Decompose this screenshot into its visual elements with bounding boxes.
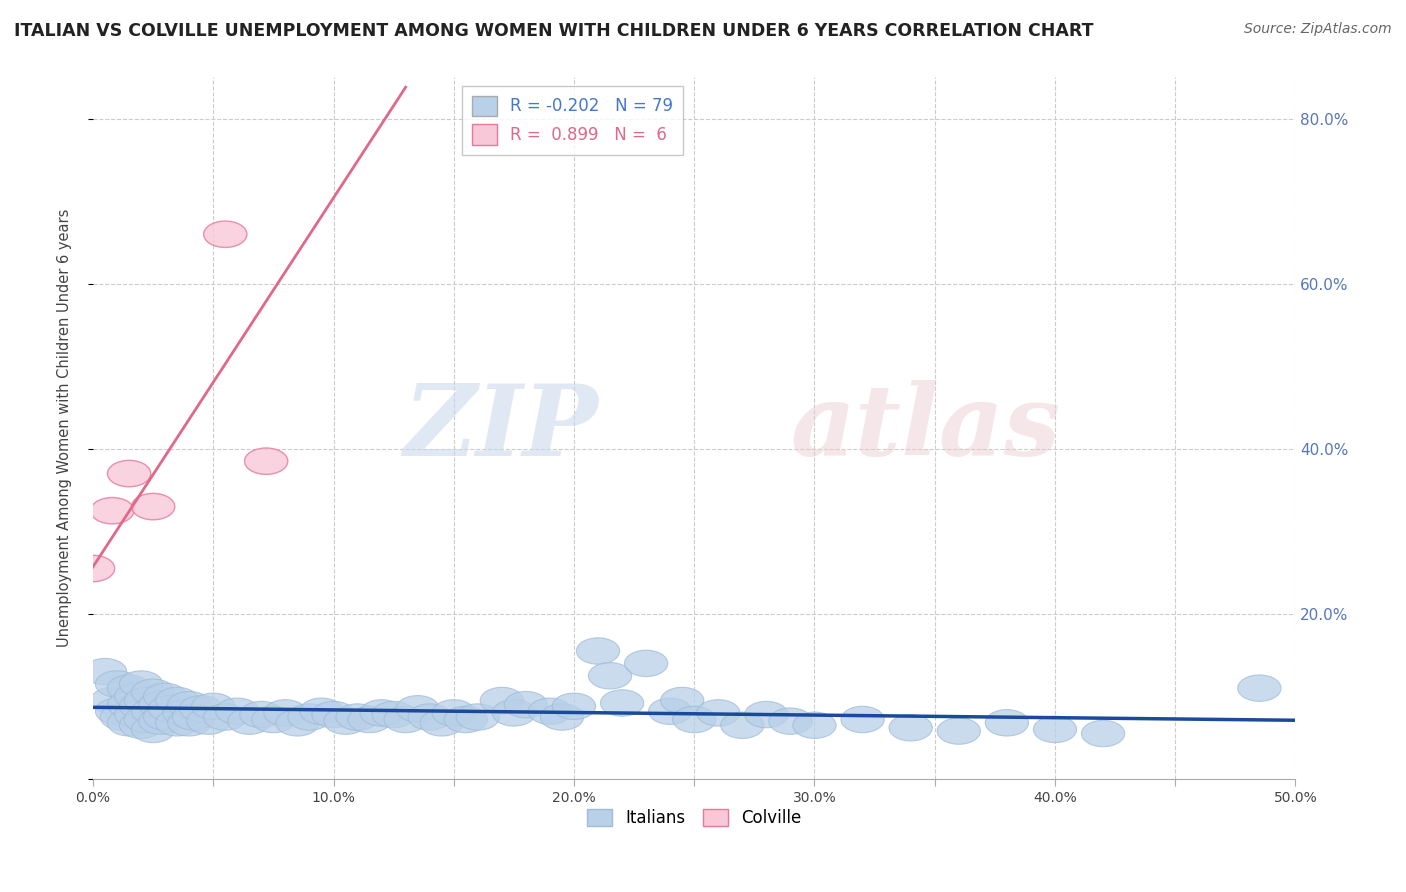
- Ellipse shape: [288, 704, 330, 731]
- Ellipse shape: [120, 712, 163, 739]
- Ellipse shape: [107, 710, 150, 736]
- Ellipse shape: [90, 688, 134, 714]
- Ellipse shape: [889, 714, 932, 741]
- Ellipse shape: [204, 221, 247, 247]
- Ellipse shape: [938, 718, 980, 744]
- Ellipse shape: [139, 708, 181, 734]
- Ellipse shape: [696, 699, 740, 726]
- Text: atlas: atlas: [790, 380, 1060, 476]
- Ellipse shape: [648, 698, 692, 724]
- Ellipse shape: [107, 691, 150, 718]
- Ellipse shape: [299, 698, 343, 724]
- Ellipse shape: [769, 708, 813, 734]
- Ellipse shape: [139, 691, 181, 718]
- Ellipse shape: [173, 704, 215, 731]
- Ellipse shape: [312, 701, 356, 728]
- Ellipse shape: [540, 704, 583, 731]
- Ellipse shape: [90, 498, 134, 524]
- Ellipse shape: [124, 688, 167, 714]
- Ellipse shape: [841, 706, 884, 732]
- Ellipse shape: [505, 691, 547, 718]
- Ellipse shape: [124, 706, 167, 732]
- Ellipse shape: [529, 698, 572, 724]
- Ellipse shape: [444, 706, 488, 732]
- Ellipse shape: [347, 706, 391, 732]
- Ellipse shape: [204, 704, 247, 731]
- Ellipse shape: [264, 699, 307, 726]
- Ellipse shape: [576, 638, 620, 665]
- Ellipse shape: [323, 708, 367, 734]
- Ellipse shape: [115, 701, 157, 728]
- Ellipse shape: [96, 671, 139, 698]
- Ellipse shape: [336, 704, 380, 731]
- Ellipse shape: [408, 704, 451, 731]
- Ellipse shape: [96, 698, 139, 724]
- Ellipse shape: [553, 693, 596, 720]
- Ellipse shape: [384, 706, 427, 732]
- Ellipse shape: [1237, 675, 1281, 701]
- Ellipse shape: [148, 696, 191, 722]
- Ellipse shape: [107, 460, 150, 487]
- Ellipse shape: [191, 693, 235, 720]
- Ellipse shape: [721, 712, 763, 739]
- Ellipse shape: [492, 699, 536, 726]
- Ellipse shape: [589, 663, 631, 689]
- Ellipse shape: [276, 710, 319, 736]
- Ellipse shape: [115, 683, 157, 710]
- Ellipse shape: [745, 701, 787, 728]
- Ellipse shape: [600, 690, 644, 716]
- Ellipse shape: [180, 696, 224, 722]
- Y-axis label: Unemployment Among Women with Children Under 6 years: Unemployment Among Women with Children U…: [58, 209, 72, 648]
- Ellipse shape: [252, 706, 295, 732]
- Ellipse shape: [167, 710, 211, 736]
- Ellipse shape: [156, 688, 198, 714]
- Ellipse shape: [143, 704, 187, 731]
- Legend: Italians, Colville: Italians, Colville: [581, 802, 808, 834]
- Ellipse shape: [360, 699, 404, 726]
- Ellipse shape: [239, 701, 283, 728]
- Ellipse shape: [215, 698, 259, 724]
- Ellipse shape: [83, 658, 127, 685]
- Ellipse shape: [624, 650, 668, 677]
- Ellipse shape: [132, 698, 174, 724]
- Ellipse shape: [672, 706, 716, 732]
- Ellipse shape: [986, 710, 1029, 736]
- Ellipse shape: [228, 708, 271, 734]
- Ellipse shape: [793, 712, 837, 739]
- Ellipse shape: [120, 671, 163, 698]
- Ellipse shape: [456, 704, 499, 731]
- Ellipse shape: [1081, 721, 1125, 747]
- Ellipse shape: [481, 688, 523, 714]
- Ellipse shape: [432, 699, 475, 726]
- Ellipse shape: [396, 696, 439, 722]
- Ellipse shape: [132, 493, 174, 520]
- Ellipse shape: [1033, 716, 1077, 743]
- Ellipse shape: [143, 683, 187, 710]
- Ellipse shape: [245, 448, 288, 475]
- Ellipse shape: [187, 708, 231, 734]
- Ellipse shape: [167, 691, 211, 718]
- Ellipse shape: [120, 693, 163, 720]
- Ellipse shape: [100, 704, 143, 731]
- Text: Source: ZipAtlas.com: Source: ZipAtlas.com: [1244, 22, 1392, 37]
- Ellipse shape: [420, 710, 464, 736]
- Text: ITALIAN VS COLVILLE UNEMPLOYMENT AMONG WOMEN WITH CHILDREN UNDER 6 YEARS CORRELA: ITALIAN VS COLVILLE UNEMPLOYMENT AMONG W…: [14, 22, 1094, 40]
- Ellipse shape: [163, 699, 207, 726]
- Ellipse shape: [72, 556, 115, 582]
- Ellipse shape: [156, 710, 198, 736]
- Ellipse shape: [107, 675, 150, 701]
- Ellipse shape: [661, 688, 704, 714]
- Ellipse shape: [373, 701, 415, 728]
- Ellipse shape: [132, 716, 174, 743]
- Ellipse shape: [132, 679, 174, 706]
- Text: ZIP: ZIP: [404, 380, 598, 476]
